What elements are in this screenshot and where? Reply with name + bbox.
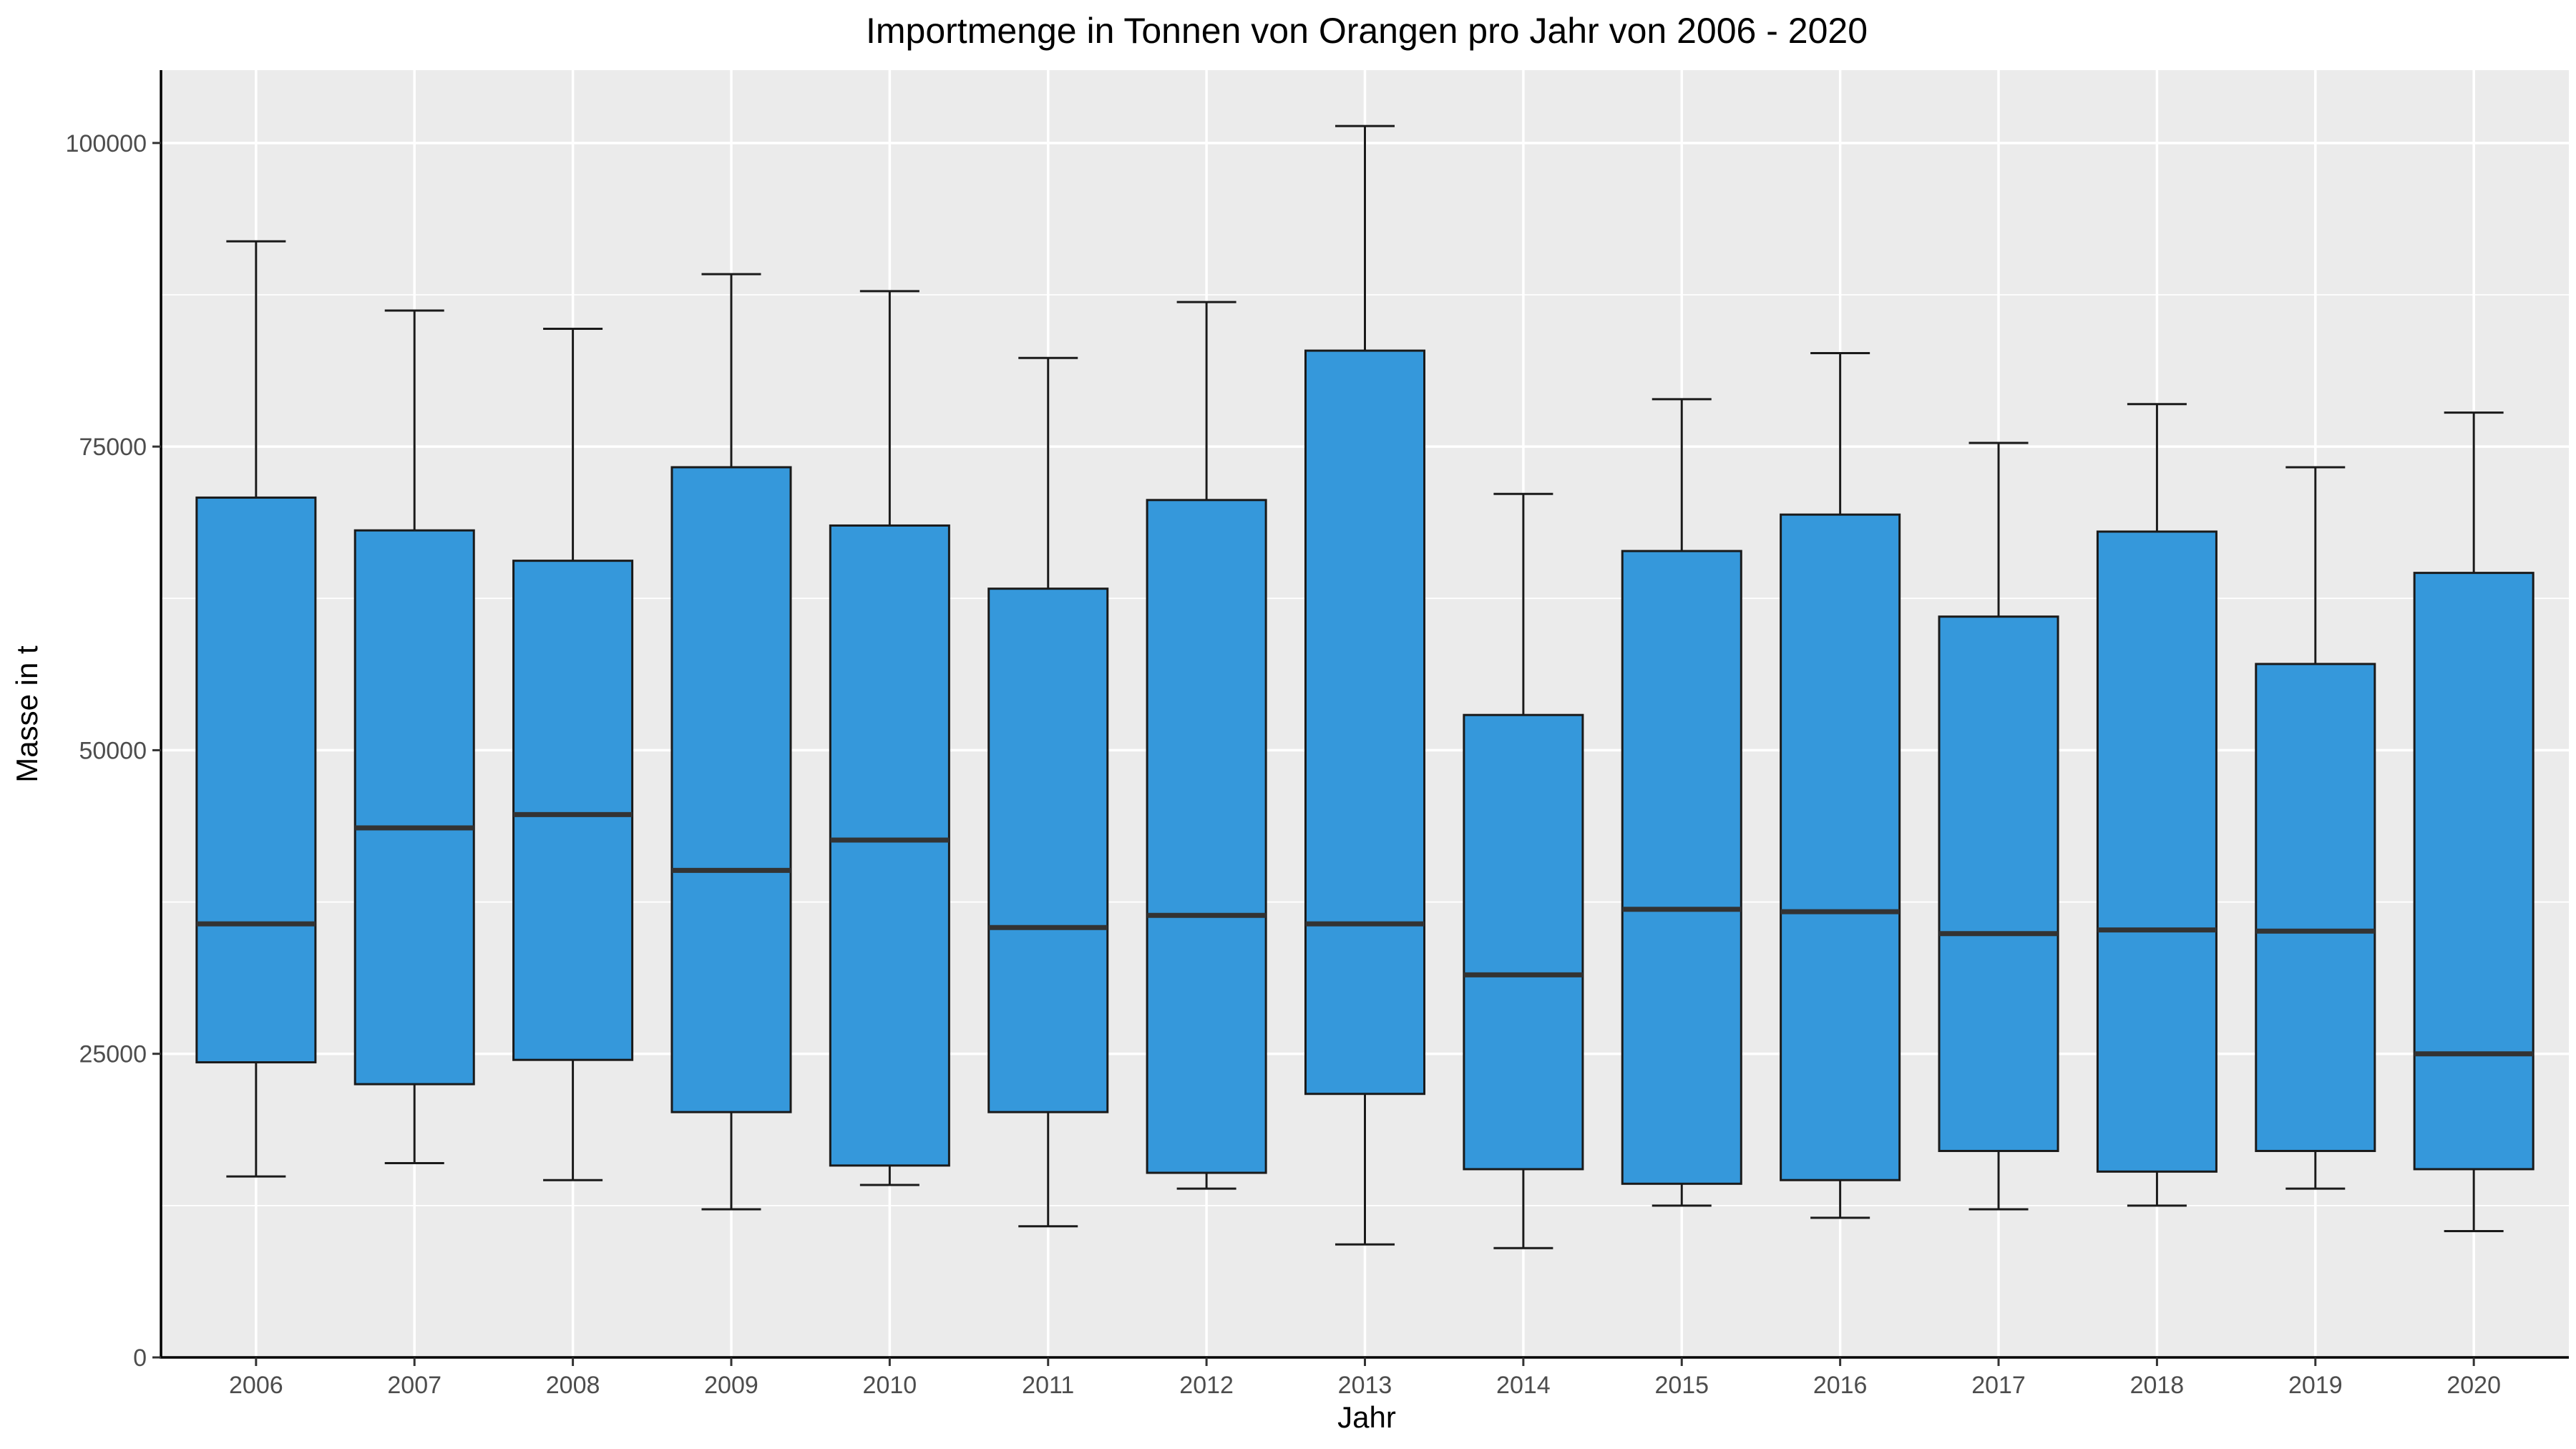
- x-tick-label: 2012: [1179, 1372, 1234, 1399]
- x-tick-label: 2009: [704, 1372, 758, 1399]
- x-tick-label: 2010: [863, 1372, 917, 1399]
- y-axis-ticks: 0 25000 50000 75000 100000: [66, 130, 161, 1372]
- y-tick-label: 100000: [66, 130, 147, 157]
- iqr-box: [829, 524, 950, 1167]
- iqr-box: [1938, 615, 2059, 1152]
- box-2016: [1780, 351, 1901, 1219]
- iqr-box: [1463, 713, 1584, 1171]
- y-tick-label: 50000: [79, 737, 147, 764]
- box-2012: [1146, 301, 1267, 1190]
- box-2008: [512, 327, 634, 1181]
- box-2011: [987, 356, 1109, 1228]
- x-tick-label: 2020: [2446, 1372, 2501, 1399]
- iqr-box: [512, 560, 634, 1061]
- iqr-box: [987, 587, 1109, 1113]
- x-tick-label: 2017: [1971, 1372, 2026, 1399]
- iqr-box: [1621, 550, 1742, 1185]
- x-tick-label: 2007: [387, 1372, 441, 1399]
- y-tick-label: 0: [133, 1345, 147, 1372]
- y-tick-label: 75000: [79, 434, 147, 461]
- box-2014: [1463, 492, 1584, 1249]
- iqr-box: [2096, 530, 2218, 1173]
- iqr-box: [353, 529, 475, 1085]
- box-2013: [1304, 125, 1426, 1246]
- x-tick-label: 2008: [546, 1372, 600, 1399]
- x-axis-ticks: 2006 2007 2008 2009 2010 2011 2012 2013 2014 2015…: [229, 1357, 2501, 1399]
- x-tick-label: 2019: [2288, 1372, 2343, 1399]
- iqr-box: [1304, 349, 1426, 1096]
- y-tick-label: 25000: [79, 1041, 147, 1068]
- iqr-box: [2255, 663, 2376, 1152]
- iqr-box: [670, 466, 792, 1113]
- box-2007: [353, 309, 475, 1164]
- box-2020: [2413, 411, 2534, 1232]
- iqr-box: [1146, 499, 1267, 1174]
- box-2006: [195, 240, 317, 1178]
- y-axis-title: Masse in t: [10, 645, 44, 783]
- x-tick-label: 2016: [1813, 1372, 1868, 1399]
- chart-title: Importmenge in Tonnen von Orangen pro Ja…: [866, 11, 1868, 51]
- box-2010: [829, 290, 950, 1186]
- box-2019: [2255, 466, 2376, 1190]
- box-2018: [2096, 403, 2218, 1207]
- x-tick-label: 2018: [2130, 1372, 2185, 1399]
- iqr-box: [195, 496, 317, 1064]
- box-2017: [1938, 441, 2059, 1211]
- iqr-box: [1780, 513, 1901, 1181]
- x-tick-label: 2015: [1654, 1372, 1709, 1399]
- x-axis-title: Jahr: [1337, 1400, 1396, 1434]
- iqr-box: [2413, 572, 2534, 1171]
- box-2009: [670, 273, 792, 1211]
- x-tick-label: 2014: [1496, 1372, 1551, 1399]
- x-tick-label: 2006: [229, 1372, 283, 1399]
- box-2015: [1621, 398, 1742, 1207]
- x-tick-label: 2013: [1338, 1372, 1392, 1399]
- x-tick-label: 2011: [1022, 1372, 1074, 1399]
- box-series: [195, 125, 2534, 1249]
